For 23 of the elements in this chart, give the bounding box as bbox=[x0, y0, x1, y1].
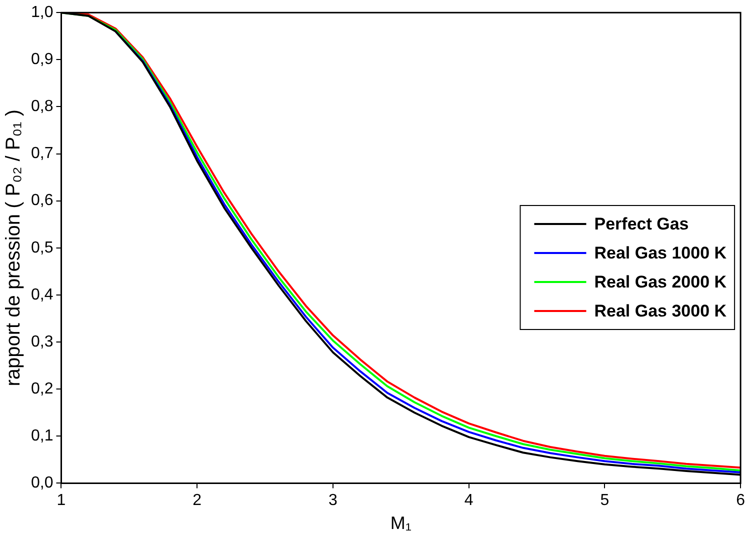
y-tick-label: 0,5 bbox=[30, 239, 54, 256]
y-axis-title: rapport de pression ( P₀₂ / P₀₁ ) bbox=[2, 110, 25, 386]
y-tick-label: 1,0 bbox=[30, 4, 54, 22]
y-tick-label: 0,1 bbox=[30, 428, 54, 445]
y-tick-label: 0,7 bbox=[30, 145, 54, 162]
y-tick-label: 0,9 bbox=[30, 51, 54, 68]
y-tick-label: 0,6 bbox=[30, 192, 54, 210]
legend-label: Real Gas 3000 K bbox=[594, 302, 728, 321]
legend-label: Perfect Gas bbox=[594, 214, 689, 234]
y-tick-label: 0,4 bbox=[30, 286, 54, 304]
x-tick-label: 3 bbox=[328, 492, 338, 510]
y-tick-label: 0,2 bbox=[30, 380, 54, 398]
y-tick-label: 0,8 bbox=[30, 98, 54, 116]
x-tick-label: 1 bbox=[56, 492, 66, 510]
x-tick-label: 4 bbox=[464, 492, 474, 510]
x-axis-title: M₁ bbox=[390, 513, 412, 534]
y-tick-label: 0,0 bbox=[30, 474, 54, 492]
x-tick-label: 5 bbox=[600, 492, 610, 510]
legend-label: Real Gas 1000 K bbox=[594, 244, 728, 263]
x-tick-label: 2 bbox=[192, 492, 202, 510]
legend-label: Real Gas 2000 K bbox=[594, 272, 728, 292]
y-tick-label: 0,3 bbox=[30, 333, 54, 350]
x-tick-label: 6 bbox=[736, 492, 746, 510]
